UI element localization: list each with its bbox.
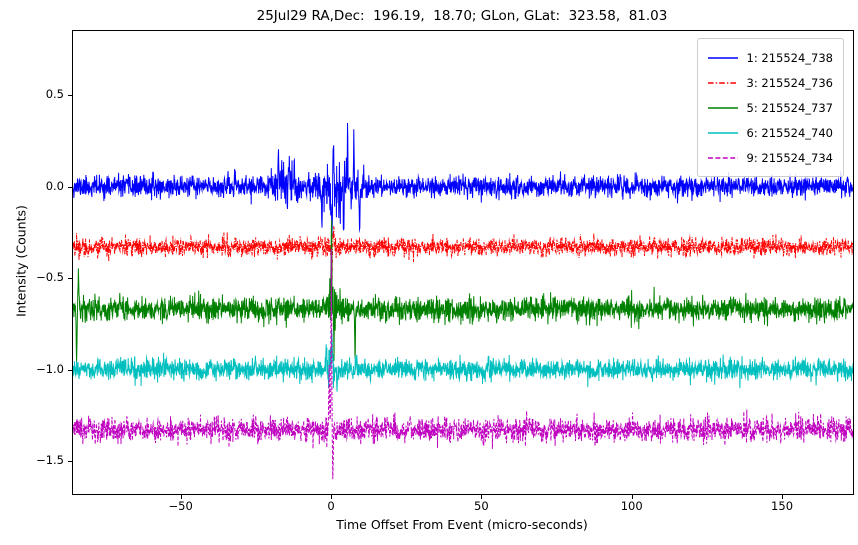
- legend-label: 1: 215524_738: [746, 50, 833, 65]
- y-tick-label: −0.5: [36, 270, 64, 285]
- legend-line-sample: [707, 81, 738, 84]
- x-tick-mark: [330, 495, 332, 499]
- legend-entry: 3: 215524_736: [707, 70, 833, 95]
- legend-entry: 5: 215524_737: [707, 95, 833, 120]
- x-tick-label: 100: [620, 499, 643, 513]
- legend-label: 5: 215524_737: [746, 100, 833, 115]
- x-tick-label: −50: [168, 499, 193, 513]
- y-tick-mark: [68, 278, 72, 280]
- plot-area: 1: 215524_738 3: 215524_736 5: 215524_737 6…: [72, 30, 854, 495]
- y-tick-mark: [68, 95, 72, 97]
- legend-line-sample: [707, 106, 738, 109]
- x-tick-label: 0: [327, 499, 335, 513]
- x-tick-label: 150: [771, 499, 794, 513]
- y-tick-label: 0.5: [45, 87, 64, 102]
- legend-label: 6: 215524_740: [746, 125, 833, 140]
- chart-title: 25Jul29 RA,Dec: 196.19, 18.70; GLon, GLa…: [256, 8, 668, 24]
- legend-entry: 1: 215524_738: [707, 45, 833, 70]
- legend-label: 3: 215524_736: [746, 75, 833, 90]
- y-tick-label: −1.5: [36, 453, 64, 468]
- legend-line-sample: [707, 131, 738, 134]
- x-tick-mark: [481, 495, 483, 499]
- x-tick-mark: [782, 495, 784, 499]
- x-tick-mark: [180, 495, 182, 499]
- y-tick-mark: [68, 186, 72, 188]
- legend-entry: 6: 215524_740: [707, 120, 833, 145]
- y-tick-label: −1.0: [36, 361, 64, 376]
- legend-label: 9: 215524_734: [746, 150, 833, 165]
- y-tick-mark: [68, 369, 72, 371]
- legend: 1: 215524_738 3: 215524_736 5: 215524_737 6…: [696, 38, 844, 177]
- x-tick-mark: [631, 495, 633, 499]
- y-tick-mark: [68, 461, 72, 463]
- legend-line-sample: [707, 156, 738, 159]
- y-axis-label: Intensity (Counts): [13, 205, 29, 317]
- legend-entry: 9: 215524_734: [707, 145, 833, 170]
- legend-line-sample: [707, 56, 738, 59]
- y-tick-label: 0.0: [45, 178, 64, 193]
- x-axis-label: Time Offset From Event (micro-seconds): [336, 517, 588, 532]
- x-tick-label: 50: [474, 499, 489, 513]
